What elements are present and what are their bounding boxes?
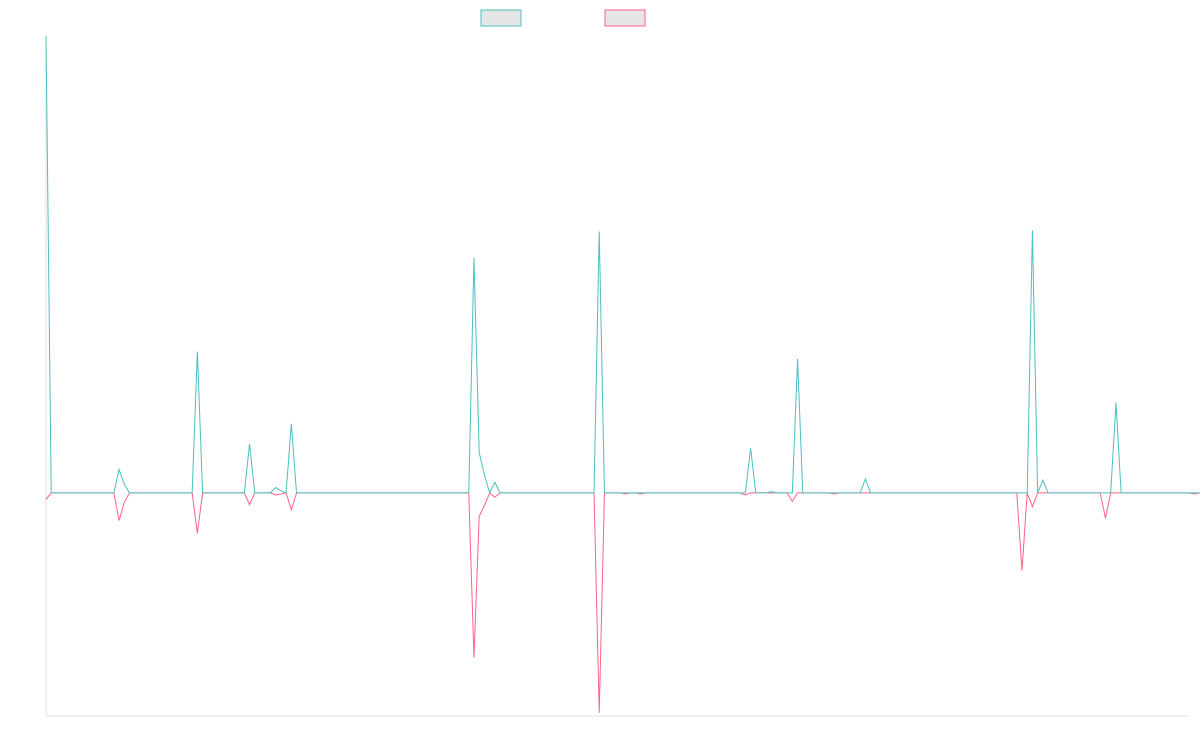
chart-legend[interactable]: [480, 9, 646, 27]
chart-series: [45, 35, 1200, 713]
series-line-2: [45, 492, 1200, 713]
legend-item-2[interactable]: [604, 9, 646, 27]
series-line-1: [45, 35, 1200, 495]
legend-item-1[interactable]: [480, 9, 522, 27]
legend-swatch-2: [604, 9, 646, 27]
chart-axes: [45, 36, 1189, 717]
legend-swatch-1: [480, 9, 522, 27]
